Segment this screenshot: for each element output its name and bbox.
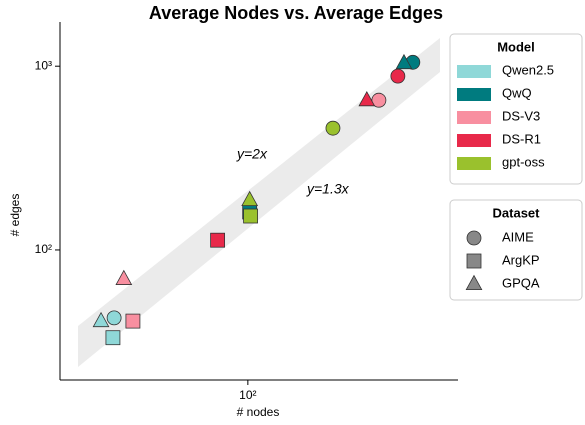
legend-swatch [457,65,491,78]
legend-label: Qwen2.5 [502,62,554,77]
legend-label: GPQA [502,275,540,290]
legend-swatch [457,111,491,124]
legend-label: DS-V3 [502,108,540,123]
point [395,53,413,70]
point [115,269,133,285]
legend-swatch [457,134,491,147]
legend-marker [466,230,482,246]
legend-label: ArgKP [502,252,540,267]
point [241,190,259,207]
x-tick-label: 10² [239,388,256,402]
legend-swatch [457,88,491,101]
ratio-band [78,38,440,367]
point [106,310,122,326]
legend-box [449,199,583,301]
annotation: y=2x [236,146,268,162]
y-axis-label: # edges [8,194,22,237]
point [390,68,406,84]
legend-label: gpt-oss [502,154,545,169]
point [358,90,376,107]
legend-marker [466,253,482,269]
legend-label: QwQ [502,85,532,100]
legend-label: DS-R1 [502,131,541,146]
point [105,330,121,346]
x-axis-label: # nodes [237,405,280,419]
point [92,311,110,328]
legend-swatch [457,157,491,170]
annotation: y=1.3x [306,181,350,197]
point [210,232,226,248]
point [125,313,141,329]
point [243,208,258,224]
y-tick-label: 10³ [35,58,52,72]
legend-label: AIME [502,229,534,244]
legend-title: Model [497,39,535,54]
legend-title: Dataset [493,205,541,220]
point [325,120,341,136]
y-tick-label: 10² [35,242,52,256]
chart-title: Average Nodes vs. Average Edges [149,3,443,23]
legend-marker [465,274,483,291]
